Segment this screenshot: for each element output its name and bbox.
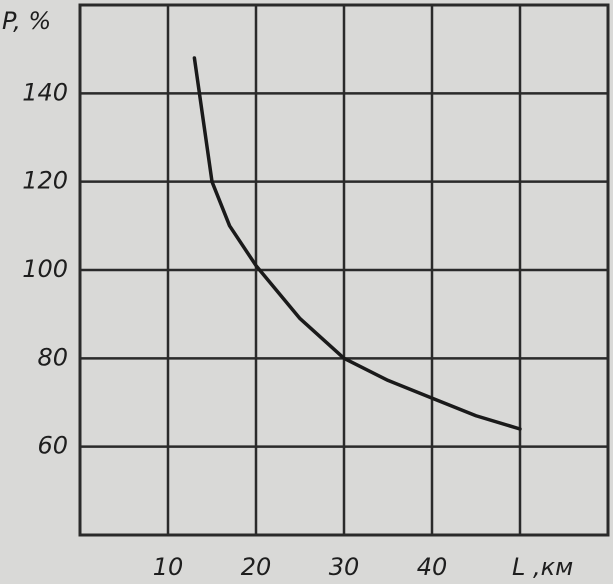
x-axis-label: L ,км bbox=[512, 553, 573, 581]
x-tick-label: 40 bbox=[417, 553, 448, 581]
y-tick-label: 60 bbox=[37, 432, 68, 460]
y-tick-label: 100 bbox=[22, 255, 68, 283]
data-line bbox=[192, 56, 522, 431]
y-tick-label: 120 bbox=[22, 167, 68, 195]
x-tick-label: 30 bbox=[329, 553, 360, 581]
y-axis-label: P, % bbox=[2, 7, 51, 35]
x-tick-label: 20 bbox=[241, 553, 272, 581]
x-tick-label: 10 bbox=[153, 553, 184, 581]
y-tick-label: 80 bbox=[37, 343, 68, 371]
y-tick-label: 140 bbox=[22, 78, 68, 106]
